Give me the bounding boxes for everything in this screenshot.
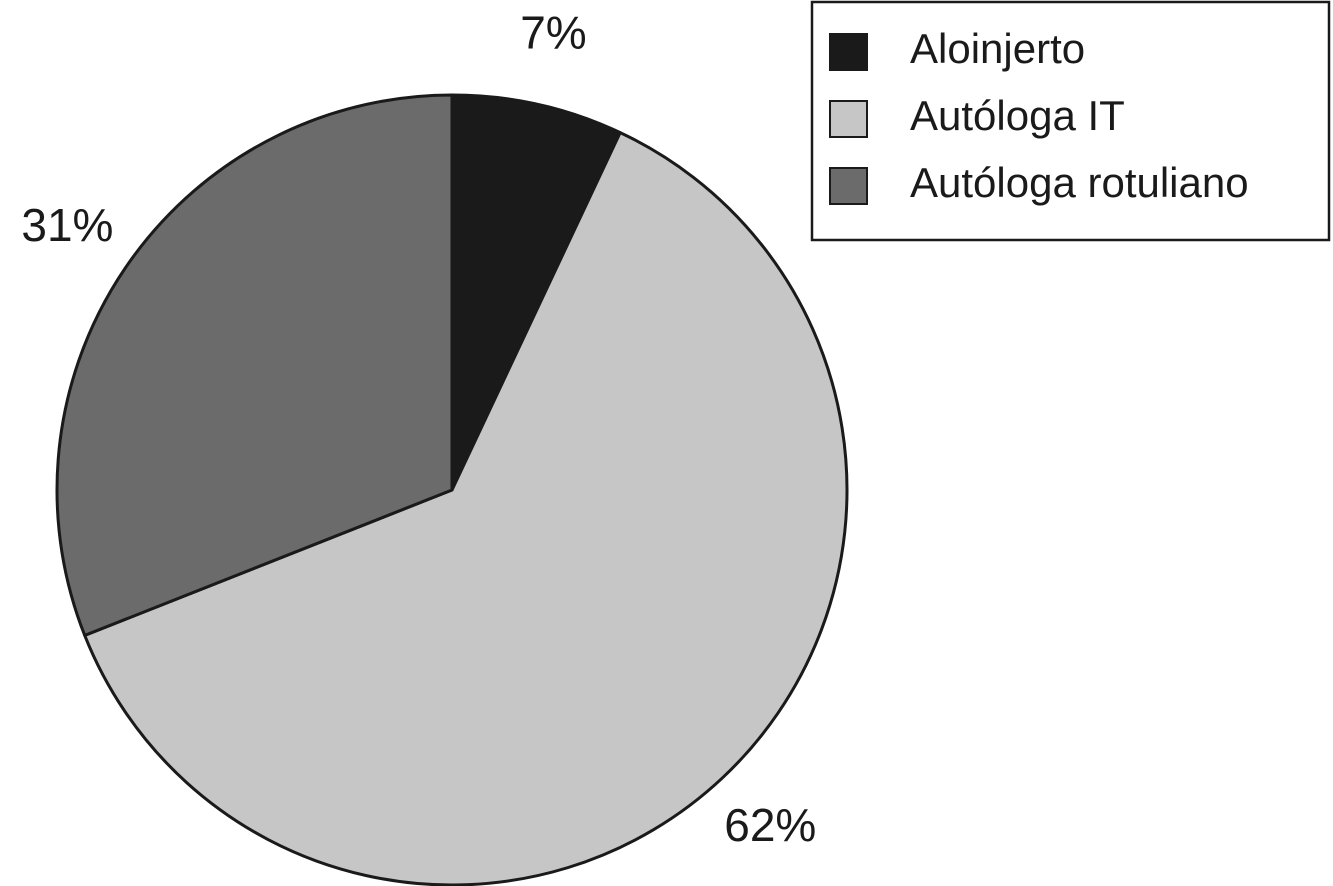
data-label: 31% xyxy=(21,199,113,251)
pie-slice xyxy=(83,131,849,886)
legend-box xyxy=(810,0,1331,242)
legend-label: Autóloga IT xyxy=(910,92,1125,139)
pie-slice xyxy=(450,93,622,492)
data-label: 7% xyxy=(520,6,586,58)
legend: Aloinjerto Autóloga IT Autóloga rotuliano xyxy=(810,0,1331,242)
legend-label: Aloinjerto xyxy=(910,25,1085,72)
data-label: 62% xyxy=(724,799,816,851)
legend-swatch xyxy=(829,167,868,205)
pie-slice xyxy=(55,93,454,637)
legend-label: Autóloga rotuliano xyxy=(910,159,1249,206)
legend-swatch xyxy=(829,100,868,138)
legend-swatch xyxy=(829,33,868,71)
